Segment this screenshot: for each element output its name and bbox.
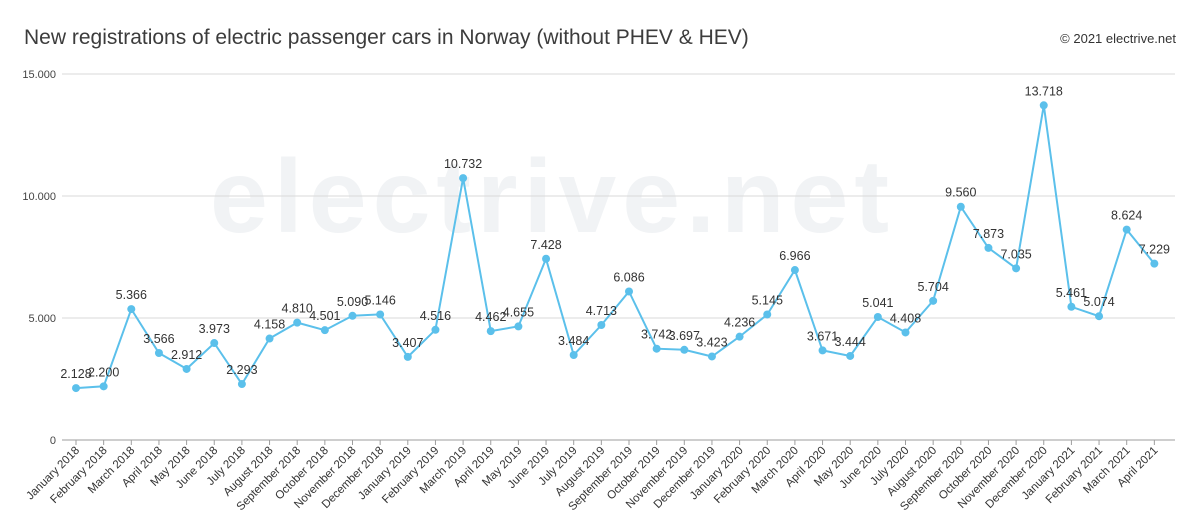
data-point	[1122, 225, 1131, 234]
data-label: 4.516	[420, 309, 451, 323]
series-line	[75, 105, 1156, 390]
data-label: 3.444	[835, 335, 866, 349]
data-label: 7.873	[973, 227, 1004, 241]
data-point	[182, 364, 191, 373]
watermark: electrive.net	[210, 139, 895, 255]
data-point	[127, 305, 136, 314]
data-label: 3.973	[199, 322, 230, 336]
data-point	[929, 296, 938, 305]
data-label: 4.236	[724, 316, 755, 330]
data-label: 3.566	[143, 332, 174, 346]
data-label: 5.704	[918, 280, 949, 294]
data-label: 7.035	[1000, 247, 1031, 261]
data-label: 5.041	[862, 296, 893, 310]
y-tick-label: 0	[50, 435, 56, 447]
data-label: 4.462	[475, 310, 506, 324]
data-point	[403, 352, 412, 361]
data-point	[901, 328, 910, 337]
grid-lines	[62, 73, 1175, 441]
copyright-notice: © 2021 electrive.net	[1060, 31, 1176, 46]
y-tick-label: 5.000	[28, 313, 56, 325]
data-label: 4.713	[586, 304, 617, 318]
data-point	[72, 384, 80, 393]
data-point	[237, 380, 246, 389]
data-label: 5.366	[116, 288, 147, 302]
data-label: 4.158	[254, 318, 285, 332]
data-point	[293, 318, 302, 327]
data-label: 2.912	[171, 348, 202, 362]
data-label: 13.718	[1025, 84, 1063, 98]
data-point	[542, 254, 551, 263]
data-label: 9.560	[945, 186, 976, 200]
data-label: 5.461	[1056, 286, 1087, 300]
data-label: 3.697	[669, 329, 700, 343]
data-point	[265, 334, 274, 343]
data-point	[873, 312, 882, 321]
data-point	[569, 350, 578, 359]
data-label: 3.742	[641, 328, 672, 342]
data-label: 5.145	[752, 293, 783, 307]
y-tick-label: 10.000	[22, 191, 56, 203]
data-point	[790, 266, 799, 275]
data-point	[984, 243, 993, 252]
data-label: 7.229	[1139, 243, 1170, 257]
data-point	[486, 327, 495, 336]
data-label: 2.293	[226, 363, 257, 377]
data-point	[154, 348, 163, 357]
y-axis-ticks: 0 5.000 10.000 15.000	[22, 69, 56, 447]
data-label: 4.408	[890, 311, 921, 325]
data-point	[1012, 264, 1021, 273]
data-label: 10.732	[444, 157, 482, 171]
data-point	[514, 322, 523, 331]
data-point	[707, 352, 716, 361]
data-point	[1150, 259, 1159, 268]
data-point	[680, 345, 689, 354]
data-label: 5.074	[1083, 295, 1114, 309]
data-label: 7.428	[530, 238, 561, 252]
data-point	[376, 310, 385, 319]
data-point	[320, 326, 329, 335]
data-point	[1067, 302, 1076, 311]
data-label: 6.966	[779, 249, 810, 263]
y-tick-label: 15.000	[22, 69, 56, 81]
data-point	[956, 202, 965, 211]
data-label: 3.484	[558, 334, 589, 348]
data-point	[763, 310, 772, 319]
data-label: 3.671	[807, 329, 838, 343]
data-label: 3.423	[696, 335, 727, 349]
data-label: 5.090	[337, 295, 368, 309]
data-point	[348, 311, 357, 320]
data-point	[818, 346, 827, 355]
data-points	[72, 101, 1159, 393]
data-point	[597, 321, 606, 330]
data-label: 5.146	[365, 293, 396, 307]
data-point	[459, 174, 468, 183]
data-point	[652, 344, 661, 353]
data-label: 4.501	[309, 309, 340, 323]
data-label: 2.128	[60, 367, 91, 381]
data-point	[210, 339, 219, 348]
data-point	[1039, 101, 1048, 110]
data-label: 8.624	[1111, 209, 1142, 223]
data-point	[1095, 312, 1104, 321]
data-point	[846, 351, 855, 360]
data-label: 6.086	[613, 271, 644, 285]
data-point	[735, 332, 744, 341]
data-point	[431, 325, 440, 334]
data-label: 4.810	[282, 302, 313, 316]
data-point	[625, 287, 633, 296]
data-label: 3.407	[392, 336, 423, 350]
data-label: 2.200	[88, 365, 119, 379]
data-point	[99, 382, 108, 391]
chart-title: New registrations of electric passenger …	[24, 26, 749, 49]
data-label: 4.655	[503, 305, 534, 319]
